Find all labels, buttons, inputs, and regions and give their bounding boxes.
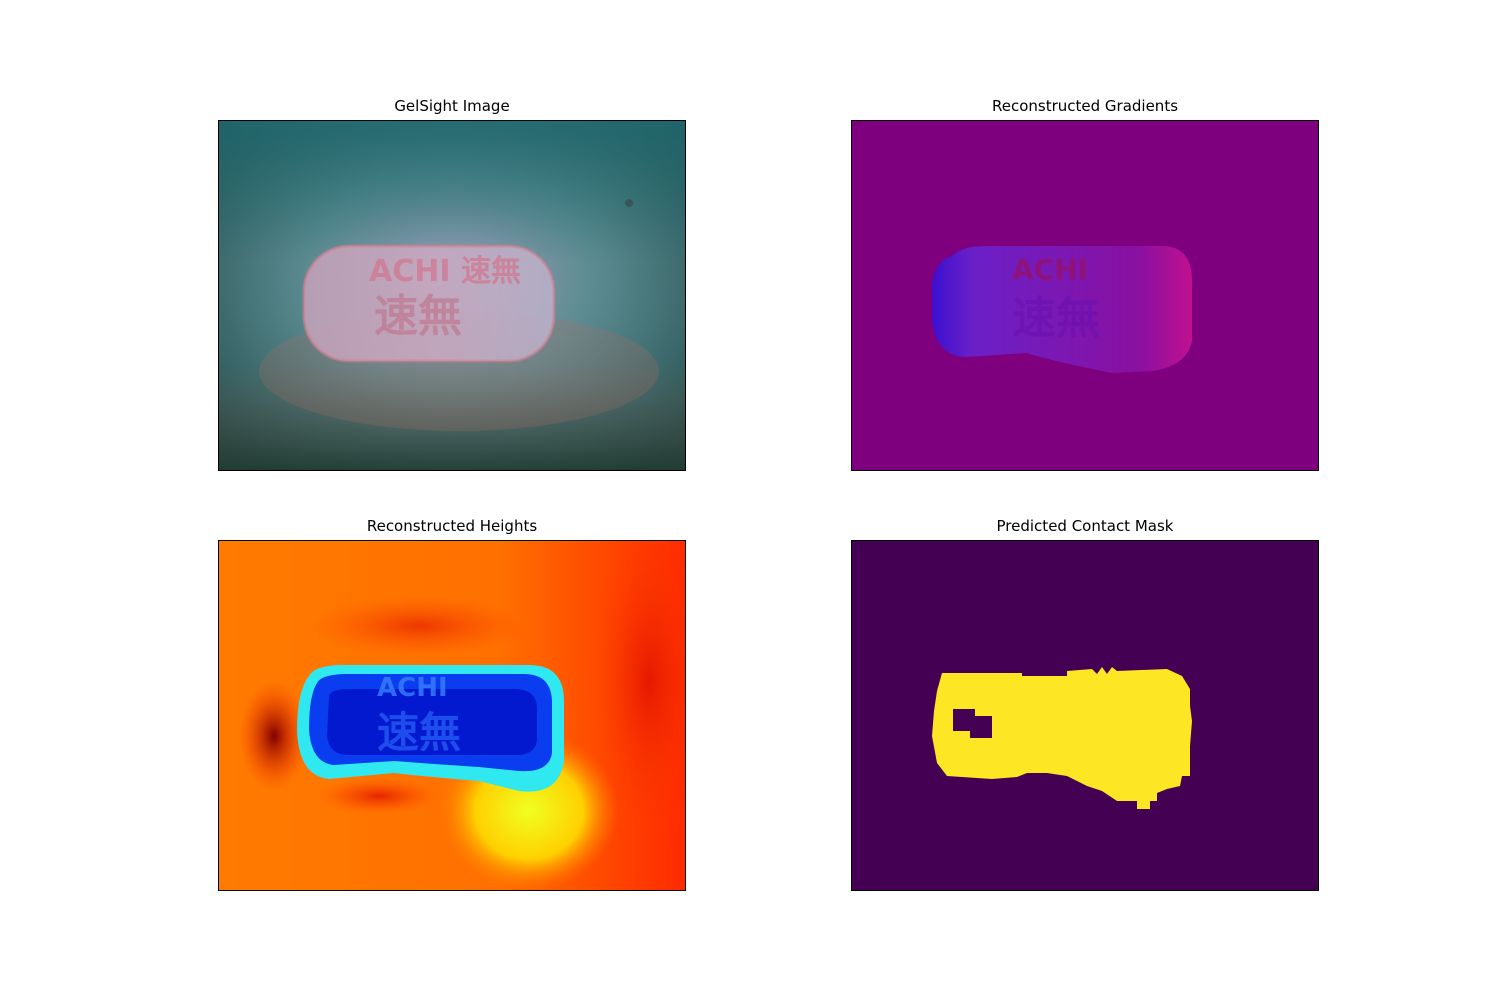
gradients-image: ACHI 速無 [851, 120, 1319, 471]
gelsight-image: ACHI 速無 速無 [218, 120, 686, 471]
panel-title-heights: Reconstructed Heights [366, 517, 538, 535]
gradients-image-graphic: ACHI 速無 [852, 121, 1318, 470]
heights-image-graphic: ACHI 速無 [219, 541, 685, 890]
contact-mask-graphic [852, 541, 1318, 890]
panel-title-gelsight: GelSight Image [394, 97, 510, 115]
panel-title-gradients: Reconstructed Gradients [991, 97, 1179, 115]
gelsight-embossed-text: ACHI 速無 [369, 254, 521, 289]
svg-text:速無: 速無 [377, 708, 461, 757]
contact-mask-image [851, 540, 1319, 891]
gelsight-image-graphic: ACHI 速無 速無 [219, 121, 685, 470]
svg-text:速無: 速無 [1012, 293, 1100, 344]
svg-text:ACHI: ACHI [377, 673, 448, 703]
panel-title-mask: Predicted Contact Mask [996, 517, 1174, 535]
heights-image: ACHI 速無 [218, 540, 686, 891]
svg-text:ACHI: ACHI [1012, 253, 1088, 286]
svg-text:速無: 速無 [374, 291, 462, 342]
